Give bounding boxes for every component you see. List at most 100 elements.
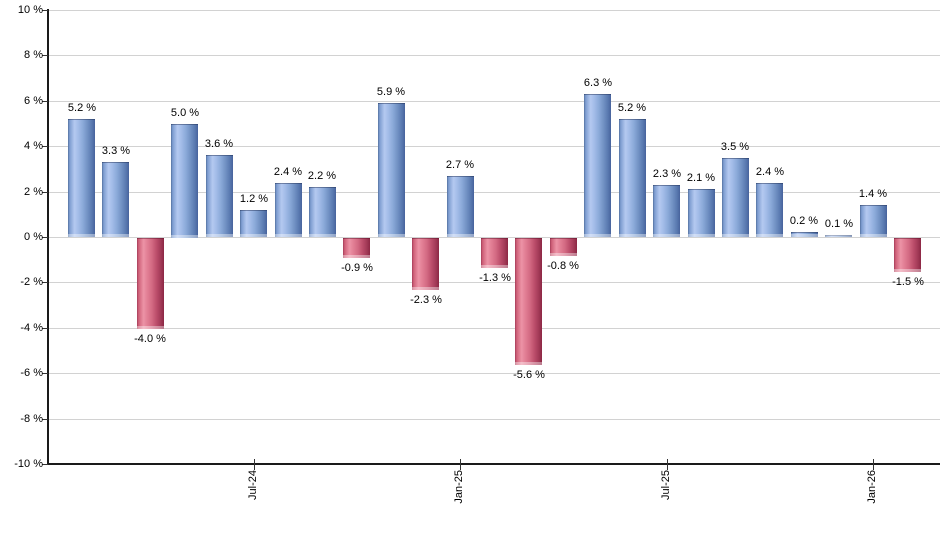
bar-cap-shading — [378, 234, 405, 237]
bar-value-label: -1.3 % — [479, 272, 511, 284]
grid-line — [48, 55, 940, 56]
y-axis-tick-label: 2 % — [24, 186, 43, 198]
bar — [860, 205, 887, 237]
grid-line — [48, 237, 940, 238]
bar-value-label: 3.6 % — [204, 138, 234, 150]
bar-cap-shading — [515, 362, 542, 365]
bar-cap-shading — [481, 265, 508, 268]
bar-value-label: -0.9 % — [341, 262, 373, 274]
bar-cap-shading — [756, 234, 783, 237]
y-axis-tick — [42, 464, 48, 465]
y-axis-tick — [42, 55, 48, 56]
grid-line — [48, 282, 940, 283]
x-axis-tick-label: Jan-26 — [866, 470, 878, 504]
bar-cap-shading — [722, 234, 749, 237]
bar-value-label: 2.7 % — [445, 159, 475, 171]
bar-cap-shading — [653, 234, 680, 237]
bar-cap-shading — [412, 287, 439, 290]
bar-cap-shading — [447, 234, 474, 237]
bar-cap-shading — [894, 269, 921, 272]
bar — [756, 183, 783, 237]
grid-line — [48, 373, 940, 374]
y-axis-tick — [42, 101, 48, 102]
bar-cap-shading — [550, 253, 577, 256]
bar-value-label: 3.5 % — [720, 141, 750, 153]
y-axis-tick — [42, 146, 48, 147]
bar-value-label: 5.2 % — [617, 102, 647, 114]
bar — [412, 238, 439, 290]
x-axis-tick-label: Jan-25 — [453, 470, 465, 504]
bar-cap-shading — [102, 234, 129, 237]
bar-cap-shading — [860, 234, 887, 237]
bar-value-label: 2.4 % — [273, 166, 303, 178]
bar-value-label: 2.3 % — [652, 168, 682, 180]
x-axis-tick — [667, 459, 668, 470]
x-axis-tick — [254, 459, 255, 470]
y-axis-tick-label: 6 % — [24, 95, 43, 107]
bar — [825, 234, 852, 237]
bar-cap-shading — [275, 234, 302, 237]
bar-value-label: 1.4 % — [858, 188, 888, 200]
x-axis-tick-label: Jul-24 — [247, 470, 259, 500]
bar-value-label: -2.3 % — [410, 294, 442, 306]
y-axis-tick — [42, 282, 48, 283]
y-axis-tick — [42, 328, 48, 329]
y-axis-tick — [42, 373, 48, 374]
x-axis-tick — [460, 459, 461, 470]
y-axis-tick-label: 4 % — [24, 140, 43, 152]
y-axis-tick-label: 8 % — [24, 49, 43, 61]
grid-line — [48, 101, 940, 102]
bar — [137, 238, 164, 329]
y-axis-tick-label: -4 % — [20, 322, 43, 334]
bar-value-label: -4.0 % — [134, 333, 166, 345]
bar — [378, 103, 405, 237]
bar-value-label: 2.2 % — [307, 170, 337, 182]
x-axis-line — [47, 463, 940, 465]
bar — [309, 187, 336, 237]
y-axis-tick — [42, 10, 48, 11]
bar — [722, 158, 749, 237]
bar-value-label: 6.3 % — [583, 77, 613, 89]
bar — [343, 238, 370, 258]
bar — [240, 210, 267, 237]
bar — [171, 124, 198, 238]
grid-line — [48, 328, 940, 329]
bar — [688, 189, 715, 237]
y-axis-line — [47, 9, 49, 465]
x-axis-tick-label: Jul-25 — [660, 470, 672, 500]
bar-cap-shading — [343, 255, 370, 258]
bar — [515, 238, 542, 365]
bar — [206, 155, 233, 237]
bar-value-label: 2.1 % — [686, 172, 716, 184]
bar — [584, 94, 611, 237]
bar — [653, 185, 680, 237]
grid-line — [48, 419, 940, 420]
bar-cap-shading — [825, 234, 852, 237]
bar-cap-shading — [619, 234, 646, 237]
x-axis-tick — [873, 459, 874, 470]
bar-value-label: 5.9 % — [376, 86, 406, 98]
bar — [102, 162, 129, 237]
bar-value-label: 5.0 % — [170, 107, 200, 119]
bar-value-label: 2.4 % — [755, 166, 785, 178]
bar — [275, 183, 302, 237]
bar — [791, 232, 818, 237]
bar — [68, 119, 95, 237]
bar-cap-shading — [171, 235, 198, 238]
bar-value-label: 5.2 % — [67, 102, 97, 114]
y-axis-tick-label: -2 % — [20, 276, 43, 288]
bar-cap-shading — [584, 234, 611, 237]
bar-cap-shading — [240, 234, 267, 237]
bar — [550, 238, 577, 256]
y-axis-tick — [42, 237, 48, 238]
y-axis-tick-label: -6 % — [20, 367, 43, 379]
y-axis-tick — [42, 192, 48, 193]
grid-line — [48, 10, 940, 11]
grid-line — [48, 146, 940, 147]
bar-value-label: -0.8 % — [547, 260, 579, 272]
bar-value-label: 3.3 % — [101, 145, 131, 157]
bar-cap-shading — [309, 234, 336, 237]
bar-cap-shading — [791, 234, 818, 237]
bar — [447, 176, 474, 237]
